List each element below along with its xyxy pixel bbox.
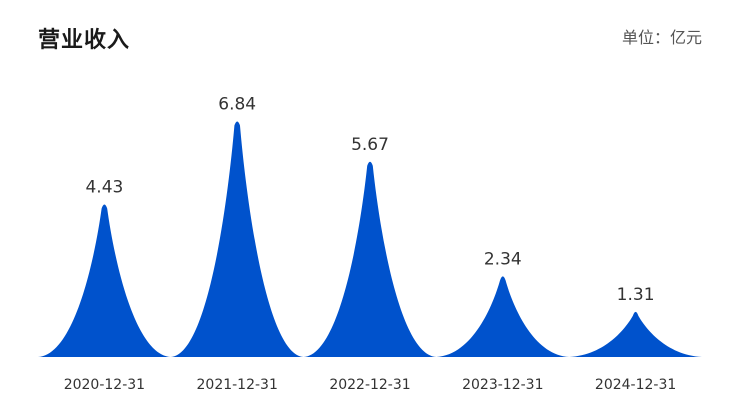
value-label-2020-12-31: 4.43 [85, 177, 123, 197]
peak-bar-2024-12-31 [569, 311, 702, 357]
x-tick-label-2024-12-31: 2024-12-31 [595, 377, 676, 393]
x-tick-label-2023-12-31: 2023-12-31 [462, 377, 543, 393]
x-tick-label-2020-12-31: 2020-12-31 [64, 377, 145, 393]
chart-title: 营业收入 [38, 28, 131, 53]
value-label-2024-12-31: 1.31 [617, 285, 655, 305]
peak-bar-2023-12-31 [436, 276, 570, 357]
peak-bar-2020-12-31 [38, 204, 171, 357]
peak-bar-2021-12-31 [170, 121, 304, 357]
value-label-2021-12-31: 6.84 [218, 95, 256, 115]
x-tick-label-2021-12-31: 2021-12-31 [197, 377, 278, 393]
x-tick-label-2022-12-31: 2022-12-31 [329, 377, 410, 393]
value-label-2022-12-31: 5.67 [351, 135, 389, 155]
peak-bar-2022-12-31 [303, 161, 437, 357]
unit-label: 单位：亿元 [621, 28, 702, 47]
value-label-2023-12-31: 2.34 [484, 249, 522, 269]
